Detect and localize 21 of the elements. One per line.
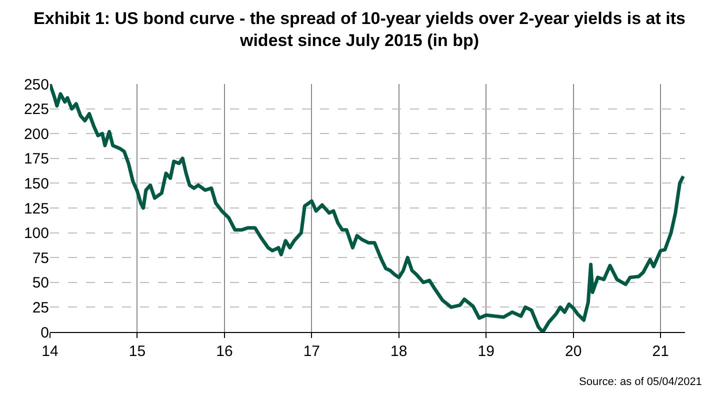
source-note: Source: as of 05/04/2021 (579, 376, 702, 388)
x-tick-label: 18 (390, 343, 408, 360)
x-tick-label: 14 (42, 343, 58, 360)
x-tick-label: 20 (565, 343, 582, 360)
y-tick-label: 25 (32, 299, 49, 316)
x-tick-label: 15 (128, 343, 146, 360)
x-tick-label: 19 (478, 343, 494, 360)
y-tick-label: 200 (24, 126, 49, 143)
x-tick-label: 21 (652, 343, 669, 360)
y-tick-label: 125 (24, 200, 49, 218)
y-tick-label: 50 (32, 274, 49, 292)
chart-title: Exhibit 1: US bond curve - the spread of 10-year yields over 2-year yields is at its widest since July 2015 (in bp) (34, 8, 686, 50)
y-tick-label: 150 (24, 175, 49, 192)
y-tick-label: 100 (24, 225, 49, 242)
y-tick-label: 250 (24, 76, 49, 94)
y-tick-label: 75 (32, 250, 49, 267)
y-tick-label: 225 (24, 101, 49, 118)
x-tick-label: 16 (216, 343, 233, 360)
x-tick-label: 17 (303, 343, 320, 360)
y-tick-label: 175 (24, 150, 49, 168)
y-tick-label: 0 (40, 324, 49, 342)
